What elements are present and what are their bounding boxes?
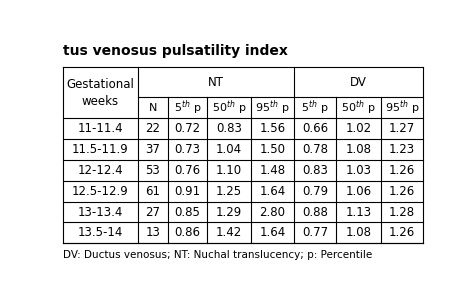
Text: 53: 53 xyxy=(146,164,160,177)
Text: 0.83: 0.83 xyxy=(302,164,328,177)
Text: 1.23: 1.23 xyxy=(389,143,415,156)
Text: 50$^{th}$ p: 50$^{th}$ p xyxy=(341,99,376,117)
Text: 1.42: 1.42 xyxy=(216,226,242,239)
Text: 50$^{th}$ p: 50$^{th}$ p xyxy=(212,99,246,117)
Text: 11.5-11.9: 11.5-11.9 xyxy=(72,143,129,156)
Text: 27: 27 xyxy=(146,206,160,218)
Text: 1.06: 1.06 xyxy=(346,185,372,198)
Text: 2.80: 2.80 xyxy=(260,206,286,218)
Text: 11-11.4: 11-11.4 xyxy=(78,122,123,135)
Text: NT: NT xyxy=(208,76,224,89)
Text: 1.08: 1.08 xyxy=(346,226,372,239)
Text: 12-12.4: 12-12.4 xyxy=(78,164,123,177)
Text: 1.50: 1.50 xyxy=(260,143,286,156)
Text: 1.26: 1.26 xyxy=(389,226,415,239)
Text: 0.86: 0.86 xyxy=(174,226,201,239)
Text: 1.02: 1.02 xyxy=(346,122,372,135)
Text: 1.64: 1.64 xyxy=(259,185,286,198)
Text: 12.5-12.9: 12.5-12.9 xyxy=(72,185,129,198)
Text: 1.04: 1.04 xyxy=(216,143,242,156)
Text: tus venosus pulsatility index: tus venosus pulsatility index xyxy=(63,44,288,58)
Text: 95$^{th}$ p: 95$^{th}$ p xyxy=(255,99,290,117)
Text: 1.13: 1.13 xyxy=(346,206,372,218)
Text: 0.91: 0.91 xyxy=(174,185,201,198)
Text: 0.66: 0.66 xyxy=(302,122,328,135)
Text: DV: DV xyxy=(350,76,367,89)
Text: 1.29: 1.29 xyxy=(216,206,242,218)
Text: 13.5-14: 13.5-14 xyxy=(78,226,123,239)
Text: 0.78: 0.78 xyxy=(302,143,328,156)
Text: 1.25: 1.25 xyxy=(216,185,242,198)
Text: 0.73: 0.73 xyxy=(174,143,201,156)
Text: 0.88: 0.88 xyxy=(302,206,328,218)
Text: 0.77: 0.77 xyxy=(302,226,328,239)
Text: 1.26: 1.26 xyxy=(389,164,415,177)
Text: 0.76: 0.76 xyxy=(174,164,201,177)
Text: DV: Ductus venosus; NT: Nuchal translucency; p: Percentile: DV: Ductus venosus; NT: Nuchal transluce… xyxy=(63,250,372,260)
Text: 1.26: 1.26 xyxy=(389,185,415,198)
Text: 13: 13 xyxy=(146,226,160,239)
Text: 0.79: 0.79 xyxy=(302,185,328,198)
Text: 0.72: 0.72 xyxy=(174,122,201,135)
Text: 13-13.4: 13-13.4 xyxy=(78,206,123,218)
Text: Gestational
weeks: Gestational weeks xyxy=(66,78,135,108)
Text: 0.83: 0.83 xyxy=(216,122,242,135)
Text: 22: 22 xyxy=(146,122,160,135)
Text: 95$^{th}$ p: 95$^{th}$ p xyxy=(385,99,419,117)
Text: 1.28: 1.28 xyxy=(389,206,415,218)
Text: 1.03: 1.03 xyxy=(346,164,372,177)
Text: 61: 61 xyxy=(146,185,160,198)
Text: 1.56: 1.56 xyxy=(260,122,286,135)
Text: 37: 37 xyxy=(146,143,160,156)
Text: 1.27: 1.27 xyxy=(389,122,415,135)
Text: 5$^{th}$ p: 5$^{th}$ p xyxy=(174,99,201,117)
Text: 1.08: 1.08 xyxy=(346,143,372,156)
Text: 1.48: 1.48 xyxy=(260,164,286,177)
Text: 0.85: 0.85 xyxy=(174,206,201,218)
Text: 1.64: 1.64 xyxy=(259,226,286,239)
Text: N: N xyxy=(149,103,157,113)
Text: 1.10: 1.10 xyxy=(216,164,242,177)
Text: 5$^{th}$ p: 5$^{th}$ p xyxy=(301,99,329,117)
